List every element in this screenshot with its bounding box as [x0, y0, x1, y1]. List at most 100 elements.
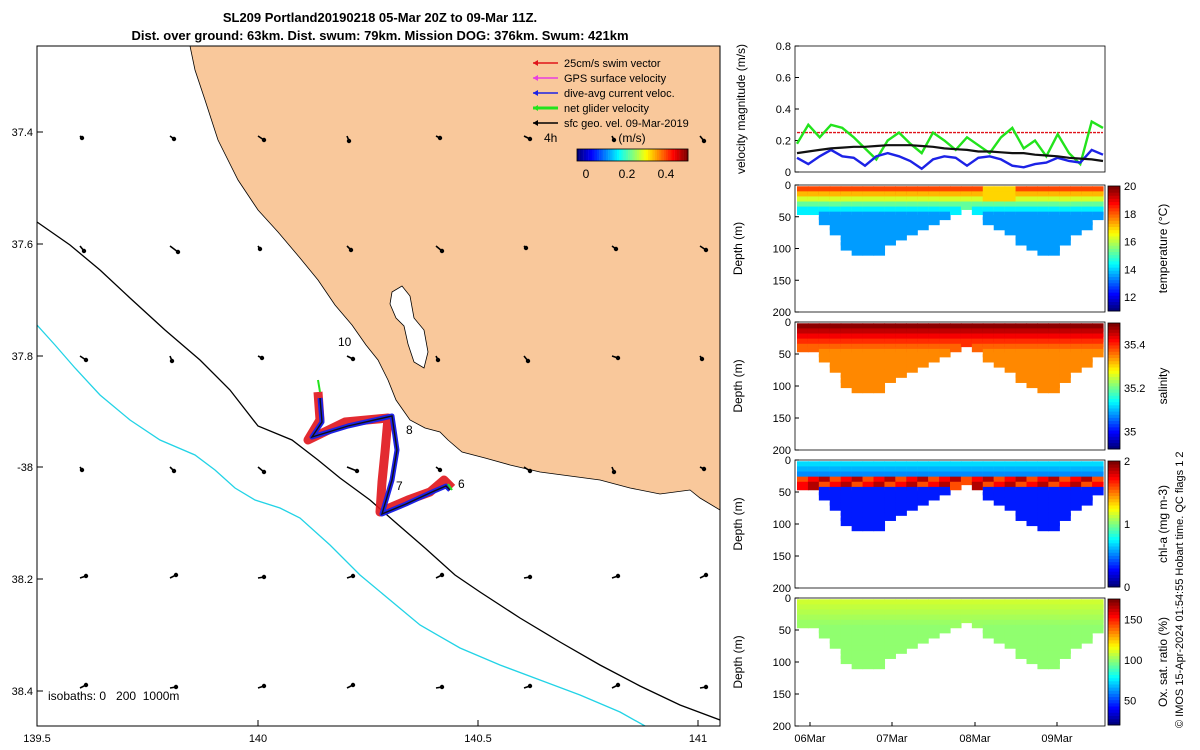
section-cell — [939, 191, 951, 200]
section-cell — [950, 481, 962, 491]
section-cell — [1048, 348, 1060, 358]
section-cell — [971, 343, 984, 353]
section-cell — [1059, 211, 1071, 221]
section-cell — [917, 624, 929, 634]
geo-arrow-head — [81, 248, 87, 254]
section-colorbar-cell — [1108, 264, 1120, 268]
section-cell — [873, 507, 886, 516]
section-cell — [818, 476, 831, 486]
section-cell — [1059, 221, 1071, 231]
section-cell — [939, 486, 951, 496]
section-cell — [895, 507, 907, 516]
section-colorbar-cell — [1108, 257, 1120, 262]
section-cell — [895, 323, 907, 332]
section-cell — [971, 206, 984, 216]
section-cell — [851, 609, 864, 619]
section-cell — [1037, 461, 1049, 470]
section-cell — [906, 630, 918, 639]
section-colorbar-cell — [1108, 495, 1120, 500]
section-cell — [1048, 609, 1060, 619]
section-cell — [829, 226, 842, 236]
section-cell — [851, 328, 864, 337]
section-cell — [950, 323, 962, 332]
section-cell — [851, 359, 864, 368]
section-colorbar-cell — [1108, 195, 1120, 199]
section-cell — [840, 645, 853, 654]
section-colorbar-cell — [1108, 476, 1120, 481]
section-cell — [862, 502, 875, 511]
velocity-y-tick-label: 0.6 — [776, 73, 791, 85]
section-cell — [1004, 461, 1017, 470]
section-cell — [1059, 630, 1071, 639]
section-cell — [1026, 359, 1039, 368]
section-colorbar-cell — [1108, 489, 1120, 493]
section-cell — [1004, 211, 1017, 221]
geo-arrow-head — [350, 356, 356, 362]
section-cell — [840, 619, 853, 629]
section-colorbar-cell — [1108, 198, 1120, 203]
section-cell — [960, 471, 973, 481]
section-colorbar-cell — [1108, 649, 1120, 653]
section-cell — [1081, 201, 1093, 210]
section-cell — [993, 211, 1006, 221]
section-cell — [971, 333, 984, 343]
section-cell — [917, 343, 929, 353]
section-cell — [1037, 614, 1049, 624]
section-colorbar-cell — [1108, 536, 1120, 541]
section-cell — [950, 201, 962, 210]
section-cell — [829, 216, 842, 226]
section-cell — [829, 604, 842, 613]
section-cell — [807, 206, 820, 216]
speed-colorbar-cell — [656, 149, 660, 161]
speed-colorbar-tick: 0.2 — [619, 167, 636, 181]
section-cell — [950, 599, 962, 608]
section-cell — [1081, 630, 1093, 639]
section-colorbar-cell — [1108, 332, 1120, 336]
section-colorbar-label: salinity — [1156, 368, 1170, 405]
section-cell — [939, 619, 951, 629]
section-cell — [1026, 201, 1039, 210]
section-cell — [1015, 645, 1028, 654]
section-cell — [1026, 645, 1039, 654]
section-cell — [895, 201, 907, 210]
section-cell — [1070, 619, 1082, 629]
section-cell — [1004, 201, 1017, 210]
section-cell — [928, 201, 940, 210]
section-cell — [818, 211, 831, 221]
section-cell — [862, 609, 875, 619]
section-cell — [982, 348, 995, 358]
section-cell — [993, 359, 1006, 368]
section-cell — [829, 191, 842, 200]
section-colorbar-cell — [1108, 630, 1120, 635]
section-cell — [1026, 191, 1039, 200]
section-cell — [797, 206, 809, 216]
section-cell — [993, 196, 1006, 205]
section-cell — [840, 338, 853, 348]
section-cell — [1026, 237, 1039, 246]
section-cell — [1026, 242, 1039, 251]
section-cell — [807, 201, 820, 210]
section-cell — [851, 507, 864, 516]
section-cell — [840, 502, 853, 511]
speed-colorbar-frame — [576, 148, 689, 162]
section-cell — [895, 614, 907, 624]
section-cell — [1048, 221, 1060, 231]
map-frame — [36, 45, 721, 727]
section-cell — [851, 466, 864, 475]
annotation-6: 6 — [458, 477, 465, 491]
section-cell — [917, 604, 929, 613]
section-cell — [873, 206, 886, 216]
section-cell — [1026, 609, 1039, 619]
section-colorbar-cell — [1108, 652, 1120, 657]
section-cell — [1026, 512, 1039, 521]
section-cell — [829, 486, 842, 496]
section-y-tick-label: 200 — [773, 307, 791, 319]
section-cell — [1059, 507, 1071, 516]
section-cell — [1037, 471, 1049, 481]
section-cell — [971, 619, 984, 629]
section-cell — [840, 466, 853, 475]
speed-colorbar-cell — [643, 149, 646, 161]
section-cell — [906, 186, 918, 195]
section-cell — [1048, 338, 1060, 348]
isobath-200m — [37, 221, 720, 721]
